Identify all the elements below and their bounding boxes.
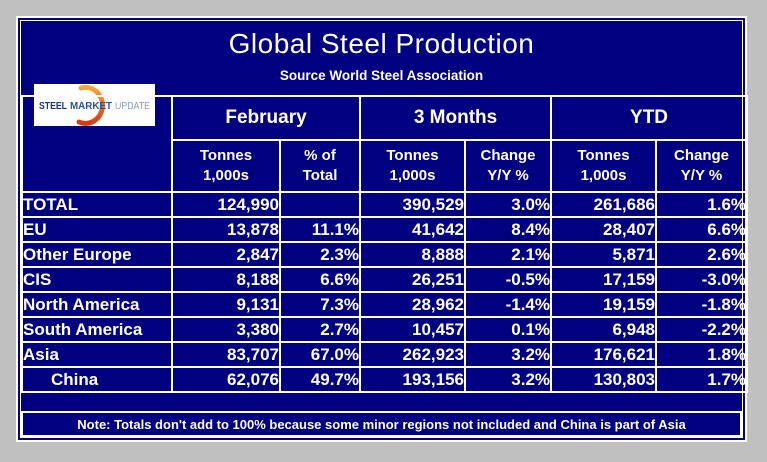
- value-cell: 9,131: [171, 291, 281, 318]
- value-cell: 26,251: [359, 266, 466, 293]
- value-cell: 0.1%: [463, 316, 553, 343]
- value-cell: 19,159: [550, 291, 658, 318]
- col-header-line: Total: [302, 167, 338, 184]
- table-row-north-america: North America 9,131 7.3% 28,962 -1.4% 19…: [21, 291, 749, 318]
- value-cell: 2.3%: [279, 241, 361, 268]
- value-cell: 49.7%: [279, 366, 361, 393]
- value-cell: 7.3%: [279, 291, 361, 318]
- value-cell: 83,707: [171, 341, 281, 368]
- value-cell: 262,923: [359, 341, 466, 368]
- col-header-line: 1,000s: [389, 167, 436, 184]
- value-cell: -0.5%: [463, 266, 553, 293]
- value-cell: 3.2%: [463, 341, 553, 368]
- col-header-line: Change: [480, 146, 536, 164]
- col-header-ytd-tonnes: Tonnes 1,000s: [550, 139, 658, 193]
- value-cell: 67.0%: [279, 341, 361, 368]
- group-header-row: February 3 Months YTD: [21, 95, 749, 193]
- value-cell: 3.2%: [463, 366, 553, 393]
- row-label: Other Europe: [21, 241, 173, 268]
- value-cell: 261,686: [550, 191, 658, 218]
- row-label: Asia: [21, 341, 173, 368]
- production-table: February 3 Months YTD Tonnes 1,000s % of…: [21, 95, 749, 393]
- value-cell: 6.6%: [279, 266, 361, 293]
- value-cell: 1.8%: [655, 341, 749, 368]
- value-cell: -1.4%: [463, 291, 553, 318]
- value-cell: 2.6%: [655, 241, 749, 268]
- value-cell: 2,847: [171, 241, 281, 268]
- col-header-line: Y/Y %: [487, 167, 529, 184]
- table-row-eu: EU 13,878 11.1% 41,642 8.4% 28,407 6.6%: [21, 216, 749, 243]
- header-spacer-cell: [21, 95, 173, 193]
- value-cell: 124,990: [171, 191, 281, 218]
- value-cell: 3,380: [171, 316, 281, 343]
- value-cell: -1.8%: [655, 291, 749, 318]
- row-label: China: [21, 366, 173, 393]
- value-cell: 28,962: [359, 291, 466, 318]
- sub-header-row: Tonnes 1,000s % of Total Tonnes 1,000s C…: [22, 139, 749, 193]
- col-header-line: 1,000s: [580, 167, 627, 184]
- page-subtitle: Source World Steel Association: [279, 68, 484, 83]
- page-title: Global Steel Production: [228, 28, 535, 59]
- table-row-china: China 62,076 49.7% 193,156 3.2% 130,803 …: [21, 366, 749, 393]
- value-cell: 1.7%: [655, 366, 749, 393]
- value-cell: 17,159: [550, 266, 658, 293]
- value-cell: 6.6%: [655, 216, 749, 243]
- group-header-ytd: YTD: [550, 95, 749, 141]
- value-cell: 2.7%: [279, 316, 361, 343]
- value-cell: 3.0%: [463, 191, 553, 218]
- value-cell: 62,076: [171, 366, 281, 393]
- col-header-line: Tonnes: [577, 146, 630, 164]
- footnote: Note: Totals don't add to 100% because s…: [21, 411, 742, 437]
- value-cell: 390,529: [359, 191, 466, 218]
- col-header-3m-tonnes: Tonnes 1,000s: [359, 139, 466, 193]
- row-label: North America: [21, 291, 173, 318]
- col-header-line: 1,000s: [203, 167, 249, 184]
- value-cell: 193,156: [359, 366, 466, 393]
- col-header-3m-change: Change Y/Y %: [463, 139, 553, 193]
- value-cell: -2.2%: [655, 316, 749, 343]
- value-cell: 2.1%: [463, 241, 553, 268]
- value-cell: 11.1%: [279, 216, 361, 243]
- col-header-line: Change: [674, 146, 730, 164]
- value-cell: 5,871: [550, 241, 658, 268]
- value-cell: 130,803: [550, 366, 658, 393]
- table-row-cis: CIS 8,188 6.6% 26,251 -0.5% 17,159 -3.0%: [21, 266, 749, 293]
- value-cell: 8,188: [171, 266, 281, 293]
- value-cell: 6,948: [550, 316, 658, 343]
- table-row-south-america: South America 3,380 2.7% 10,457 0.1% 6,9…: [21, 316, 749, 343]
- value-cell: 176,621: [550, 341, 658, 368]
- value-cell: -3.0%: [655, 266, 749, 293]
- col-header-line: Y/Y %: [680, 167, 723, 184]
- value-cell: 13,878: [171, 216, 281, 243]
- table-row-other-europe: Other Europe 2,847 2.3% 8,888 2.1% 5,871…: [21, 241, 749, 268]
- row-label: EU: [21, 216, 173, 243]
- group-header-february: February: [171, 95, 361, 141]
- value-cell: 1.6%: [655, 191, 749, 218]
- table-row-total: TOTAL 124,990 390,529 3.0% 261,686 1.6%: [21, 191, 749, 218]
- value-cell: 28,407: [550, 216, 658, 243]
- value-cell: 8,888: [359, 241, 466, 268]
- row-label: TOTAL: [21, 191, 173, 218]
- col-header-line: Tonnes: [199, 146, 253, 164]
- col-header-feb-tonnes: Tonnes 1,000s: [171, 139, 281, 193]
- steel-production-panel: Global Steel Production Source World Ste…: [16, 16, 749, 442]
- value-cell: 8.4%: [463, 216, 553, 243]
- group-header-3-months: 3 Months: [358, 95, 553, 141]
- table-row-asia: Asia 83,707 67.0% 262,923 3.2% 176,621 1…: [21, 341, 749, 368]
- value-cell: 41,642: [359, 216, 466, 243]
- row-label: South America: [21, 316, 173, 343]
- col-header-ytd-change: Change Y/Y %: [655, 139, 749, 193]
- col-header-line: % of: [304, 146, 336, 164]
- col-header-line: Tonnes: [386, 146, 439, 164]
- row-label: CIS: [21, 266, 173, 293]
- value-cell: [279, 191, 361, 218]
- value-cell: 10,457: [359, 316, 466, 343]
- panel-inner-border: Global Steel Production Source World Ste…: [20, 20, 749, 438]
- col-header-feb-pct: % of Total: [279, 139, 361, 193]
